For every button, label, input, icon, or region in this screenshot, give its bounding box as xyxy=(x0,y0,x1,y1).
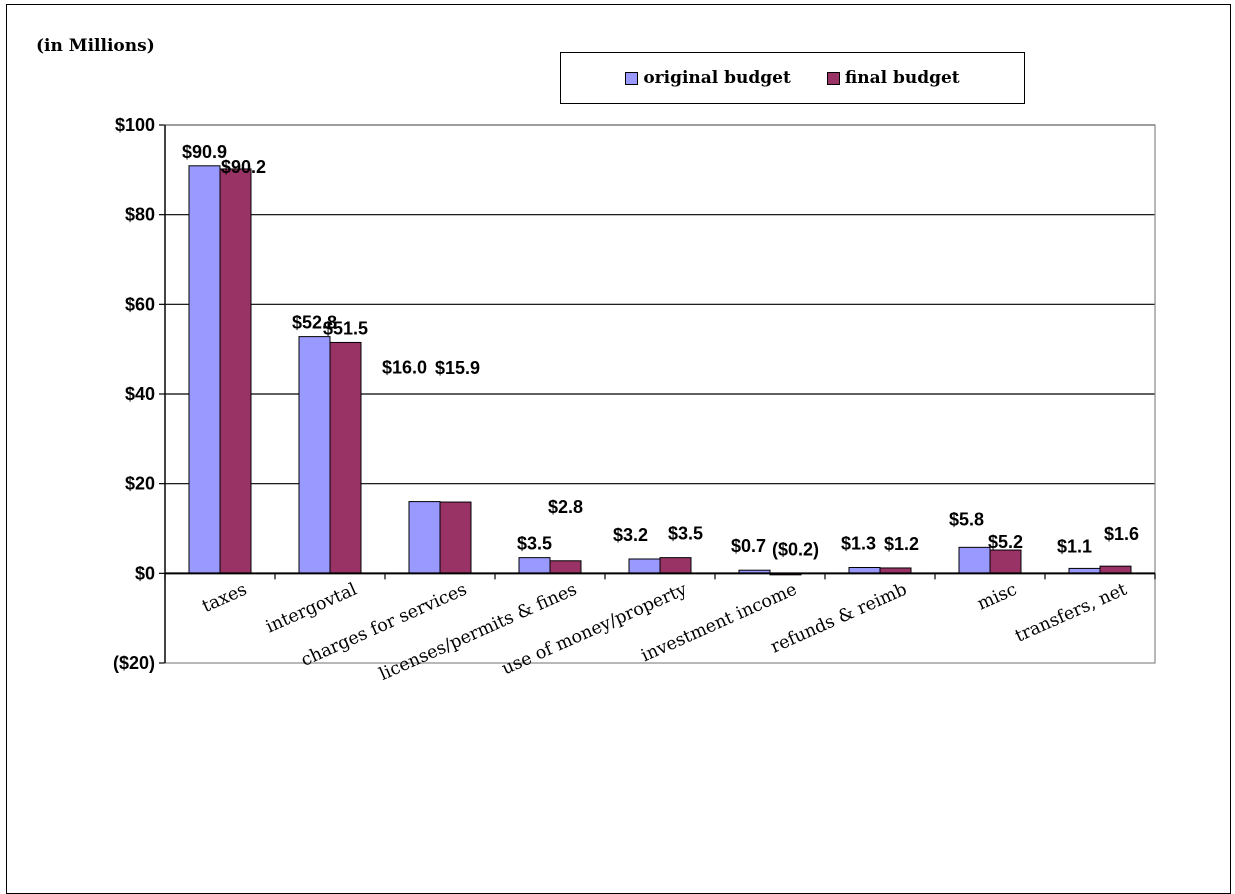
data-label-original-5: $0.7 xyxy=(731,536,766,556)
bar-original-0 xyxy=(188,165,221,574)
legend-label-original-budget: original budget xyxy=(643,68,791,88)
bar-original-7 xyxy=(958,546,991,574)
y-tick-label: $0 xyxy=(135,563,155,583)
legend-item-final-budget: final budget xyxy=(826,68,960,88)
chart-legend: original budget final budget xyxy=(560,52,1025,104)
y-tick-label: $60 xyxy=(125,294,155,314)
bar-final-1 xyxy=(329,341,362,574)
bar-final-0 xyxy=(219,168,252,574)
x-category-label: licenses/permits & fines xyxy=(376,580,580,685)
y-tick-label: $20 xyxy=(125,474,155,494)
data-label-final-4: $3.5 xyxy=(668,524,703,544)
bar-final-3 xyxy=(549,560,582,574)
data-label-original-4: $3.2 xyxy=(613,525,648,545)
bar-original-4 xyxy=(628,558,661,574)
data-label-original-1: $52.8 xyxy=(292,313,337,333)
bar-final-7 xyxy=(989,549,1022,574)
data-label-original-7: $5.8 xyxy=(949,509,984,529)
bar-original-2 xyxy=(408,501,441,574)
bar-original-3 xyxy=(518,557,551,574)
y-tick-label: ($20) xyxy=(113,653,155,673)
y-tick-label: $40 xyxy=(125,384,155,404)
data-label-final-1: $51.5 xyxy=(323,318,368,338)
data-label-original-2: $16.0 xyxy=(382,358,427,378)
legend-swatch-original-budget xyxy=(625,71,639,85)
data-label-final-8: $1.6 xyxy=(1104,524,1139,544)
x-category-label: transfers, net xyxy=(1012,580,1130,647)
data-label-original-8: $1.1 xyxy=(1057,536,1092,556)
bar-final-4 xyxy=(659,557,692,574)
data-label-original-0: $90.9 xyxy=(182,142,227,162)
data-label-final-5: ($0.2) xyxy=(772,539,819,559)
x-category-label: use of money/property xyxy=(499,580,690,680)
legend-item-original-budget: original budget xyxy=(625,68,791,88)
data-label-final-3: $2.8 xyxy=(548,497,583,517)
legend-swatch-final-budget xyxy=(826,71,840,85)
bar-final-8 xyxy=(1099,565,1132,574)
bar-original-1 xyxy=(298,336,331,574)
data-label-original-6: $1.3 xyxy=(841,534,876,554)
data-label-final-0: $90.2 xyxy=(221,157,266,177)
data-label-final-2: $15.9 xyxy=(435,358,480,378)
bar-final-2 xyxy=(439,501,472,574)
x-category-label: misc xyxy=(974,580,1020,615)
y-tick-label: $80 xyxy=(125,205,155,225)
x-category-label: taxes xyxy=(199,580,250,617)
legend-label-final-budget: final budget xyxy=(844,68,960,88)
data-label-final-7: $5.2 xyxy=(988,532,1023,552)
data-label-original-3: $3.5 xyxy=(517,534,552,554)
x-category-label: intergovtal xyxy=(263,579,360,637)
units-note: (in Millions) xyxy=(36,36,155,56)
y-tick-label: $100 xyxy=(115,115,155,135)
data-label-final-6: $1.2 xyxy=(884,534,919,554)
